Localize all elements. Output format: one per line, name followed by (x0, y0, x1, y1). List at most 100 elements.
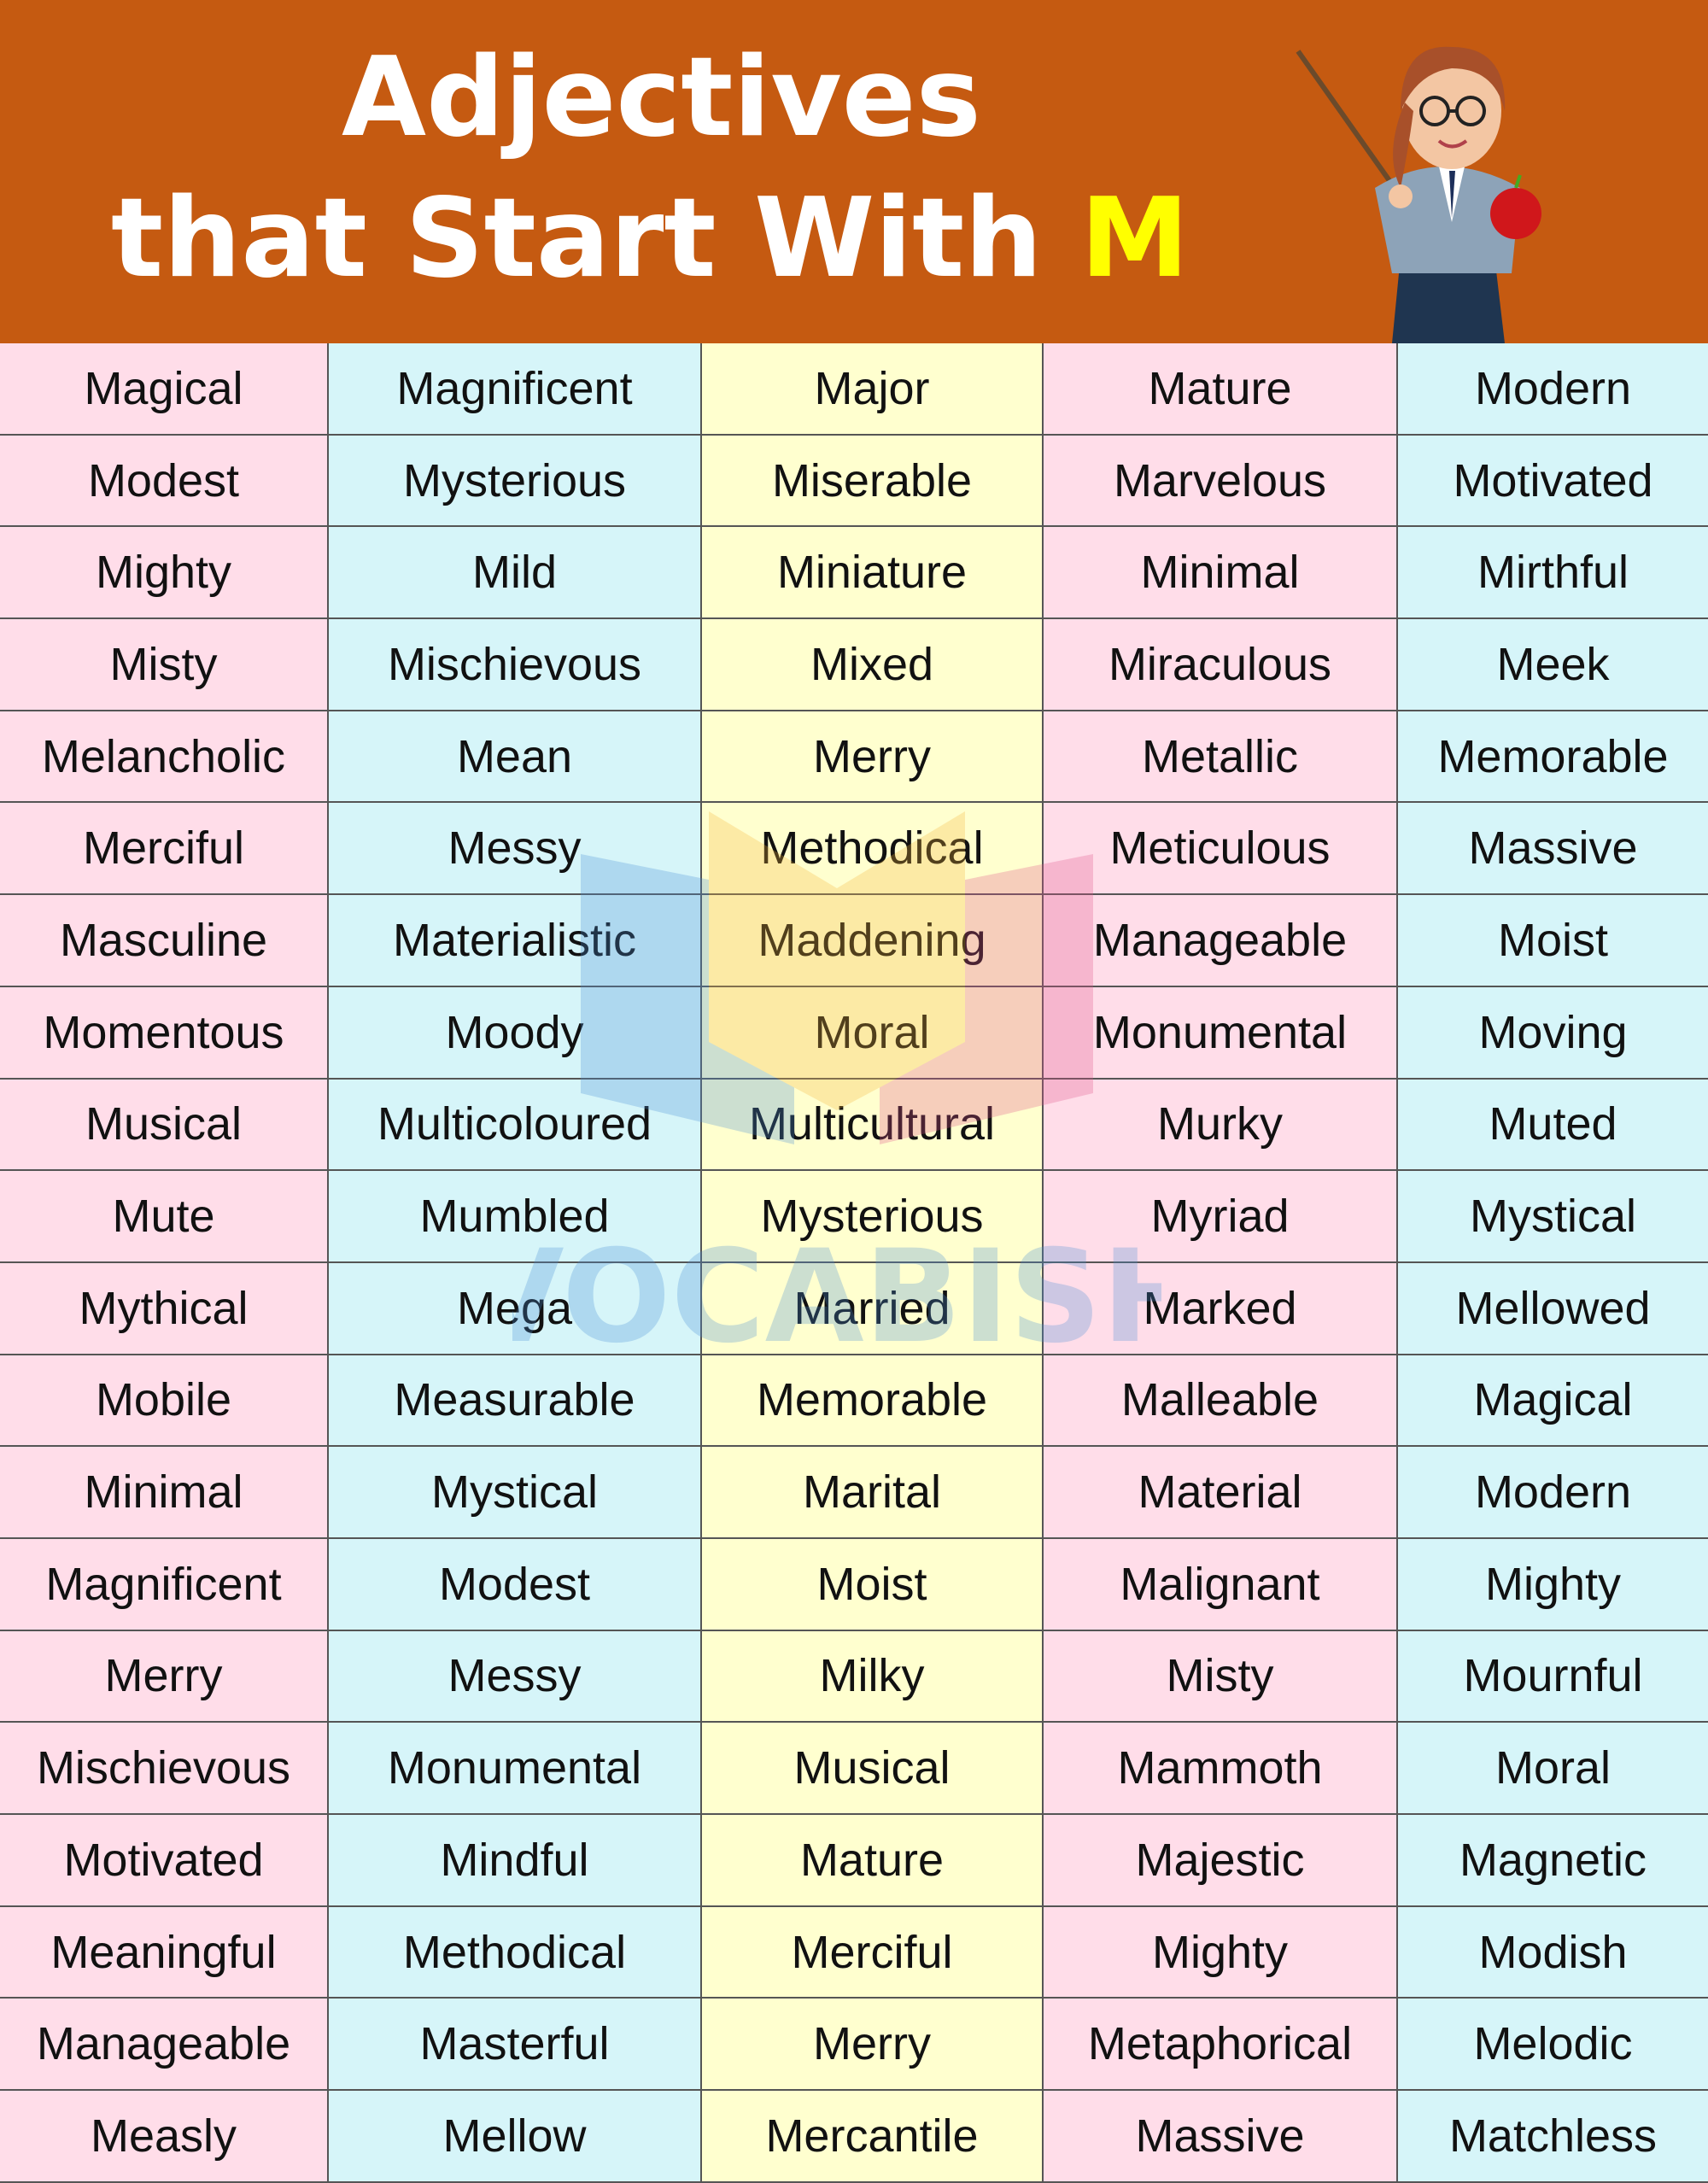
adjective-cell: Matchless (1398, 2091, 1708, 2183)
adjective-cell: Melancholic (0, 711, 329, 804)
adjective-cell: Minimal (0, 1447, 329, 1539)
adjective-cell: Messy (329, 1630, 702, 1724)
adjective-cell: Mute (0, 1171, 329, 1263)
adjective-cell: Mournful (1398, 1630, 1708, 1724)
adjective-cell: Minimal (1044, 527, 1398, 620)
adjective-cell: Mystical (1398, 1171, 1708, 1263)
adjective-cell: Mean (329, 711, 702, 804)
adjective-cell: Moving (1398, 986, 1708, 1080)
adjective-cell: Muted (1398, 1079, 1708, 1172)
adjective-cell: Miserable (702, 435, 1044, 528)
adjective-cell: Mixed (702, 619, 1044, 711)
adjective-cell: Massive (1044, 2091, 1398, 2183)
adjective-cell: Mindful (329, 1815, 702, 1907)
adjective-cell: Misty (0, 619, 329, 711)
adjective-cell: Material (1044, 1447, 1398, 1539)
adjective-cell: Moral (702, 986, 1044, 1080)
adjective-cell: Musical (702, 1723, 1044, 1815)
adjective-cell: Mellow (329, 2091, 702, 2183)
adjective-cell: Moist (702, 1538, 1044, 1631)
adjective-cell: Magnificent (0, 1538, 329, 1631)
adjective-cell: Magical (1398, 1355, 1708, 1448)
adjective-cell: Moist (1398, 895, 1708, 987)
adjective-cell: Mild (329, 527, 702, 620)
adjective-cell: Memorable (1398, 711, 1708, 804)
title-letter: M (1080, 175, 1190, 302)
adjective-cell: Married (702, 1262, 1044, 1355)
adjective-cell: Meek (1398, 619, 1708, 711)
adjective-cell: Magnetic (1398, 1815, 1708, 1907)
adjective-cell: Monumental (329, 1723, 702, 1815)
adjective-cell: Mystical (329, 1447, 702, 1539)
adjective-cell: Manageable (1044, 895, 1398, 987)
adjective-cell: Meticulous (1044, 803, 1398, 896)
adjective-cell: Momentous (0, 986, 329, 1080)
adjective-cell: Mischievous (329, 619, 702, 711)
adjective-cell: Massive (1398, 803, 1708, 896)
adjective-cell: Merciful (0, 803, 329, 896)
adjective-cell: Merciful (702, 1906, 1044, 1999)
title-prefix: that Start With (111, 175, 1080, 302)
adjective-cell: Murky (1044, 1079, 1398, 1172)
adjective-cell: Melodic (1398, 1999, 1708, 2092)
adjective-cell: Moody (329, 986, 702, 1080)
adjective-cell: Marvelous (1044, 435, 1398, 528)
adjective-cell: Marital (702, 1447, 1044, 1539)
adjective-cell: Mysterious (702, 1171, 1044, 1263)
adjective-cell: Modest (329, 1538, 702, 1631)
adjective-cell: Major (702, 343, 1044, 436)
adjective-cell: Monumental (1044, 986, 1398, 1080)
adjective-cell: Measurable (329, 1355, 702, 1448)
adjective-cell: Mighty (1044, 1906, 1398, 1999)
adjective-cell: Meaningful (0, 1906, 329, 1999)
adjective-cell: Messy (329, 803, 702, 896)
adjective-cell: Mammoth (1044, 1723, 1398, 1815)
adjective-cell: Malleable (1044, 1355, 1398, 1448)
header-banner: Adjectives that Start With M (0, 0, 1708, 343)
adjective-cell: Merry (702, 1999, 1044, 2092)
adjective-cell: Mighty (0, 527, 329, 620)
adjective-cell: Marked (1044, 1262, 1398, 1355)
adjective-cell: Metaphorical (1044, 1999, 1398, 2092)
adjective-cell: Mature (1044, 343, 1398, 436)
adjective-cell: Moral (1398, 1723, 1708, 1815)
adjective-cell: Modish (1398, 1906, 1708, 1999)
adjective-cell: Merry (702, 711, 1044, 804)
adjective-cell: Modern (1398, 343, 1708, 436)
title-line-1: Adjectives (342, 34, 981, 161)
adjective-cell: Mysterious (329, 435, 702, 528)
adjective-cell: Mirthful (1398, 527, 1708, 620)
adjective-cell: Methodical (702, 803, 1044, 896)
adjective-cell: Mercantile (702, 2091, 1044, 2183)
adjective-cell: Motivated (0, 1815, 329, 1907)
adjective-cell: Materialistic (329, 895, 702, 987)
adjective-cell: Metallic (1044, 711, 1398, 804)
teacher-illustration-icon (1296, 46, 1541, 343)
adjective-cell: Mythical (0, 1262, 329, 1355)
adjective-cell: Miniature (702, 527, 1044, 620)
adjective-cell: Miraculous (1044, 619, 1398, 711)
adjective-cell: Mighty (1398, 1538, 1708, 1631)
adjective-cell: Misty (1044, 1630, 1398, 1724)
adjective-cell: Mellowed (1398, 1262, 1708, 1355)
adjective-cell: Measly (0, 2091, 329, 2183)
adjective-cell: Multicoloured (329, 1079, 702, 1172)
adjectives-table: Magical Magnificent Major Mature Modern Modes… (0, 343, 1708, 2183)
adjective-cell: Mature (702, 1815, 1044, 1907)
adjective-cell: Myriad (1044, 1171, 1398, 1263)
adjective-cell: Merry (0, 1630, 329, 1724)
adjective-cell: Mobile (0, 1355, 329, 1448)
adjective-cell: Multicultural (702, 1079, 1044, 1172)
adjective-cell: Masculine (0, 895, 329, 987)
adjective-cell: Maddening (702, 895, 1044, 987)
adjective-cell: Milky (702, 1630, 1044, 1724)
adjective-cell: Majestic (1044, 1815, 1398, 1907)
adjective-cell: Mischievous (0, 1723, 329, 1815)
adjective-cell: Musical (0, 1079, 329, 1172)
adjective-cell: Malignant (1044, 1538, 1398, 1631)
adjective-cell: Methodical (329, 1906, 702, 1999)
adjective-cell: Masterful (329, 1999, 702, 2092)
adjective-cell: Magical (0, 343, 329, 436)
adjective-cell: Mumbled (329, 1171, 702, 1263)
title-line-2: that Start With M (111, 175, 1189, 302)
